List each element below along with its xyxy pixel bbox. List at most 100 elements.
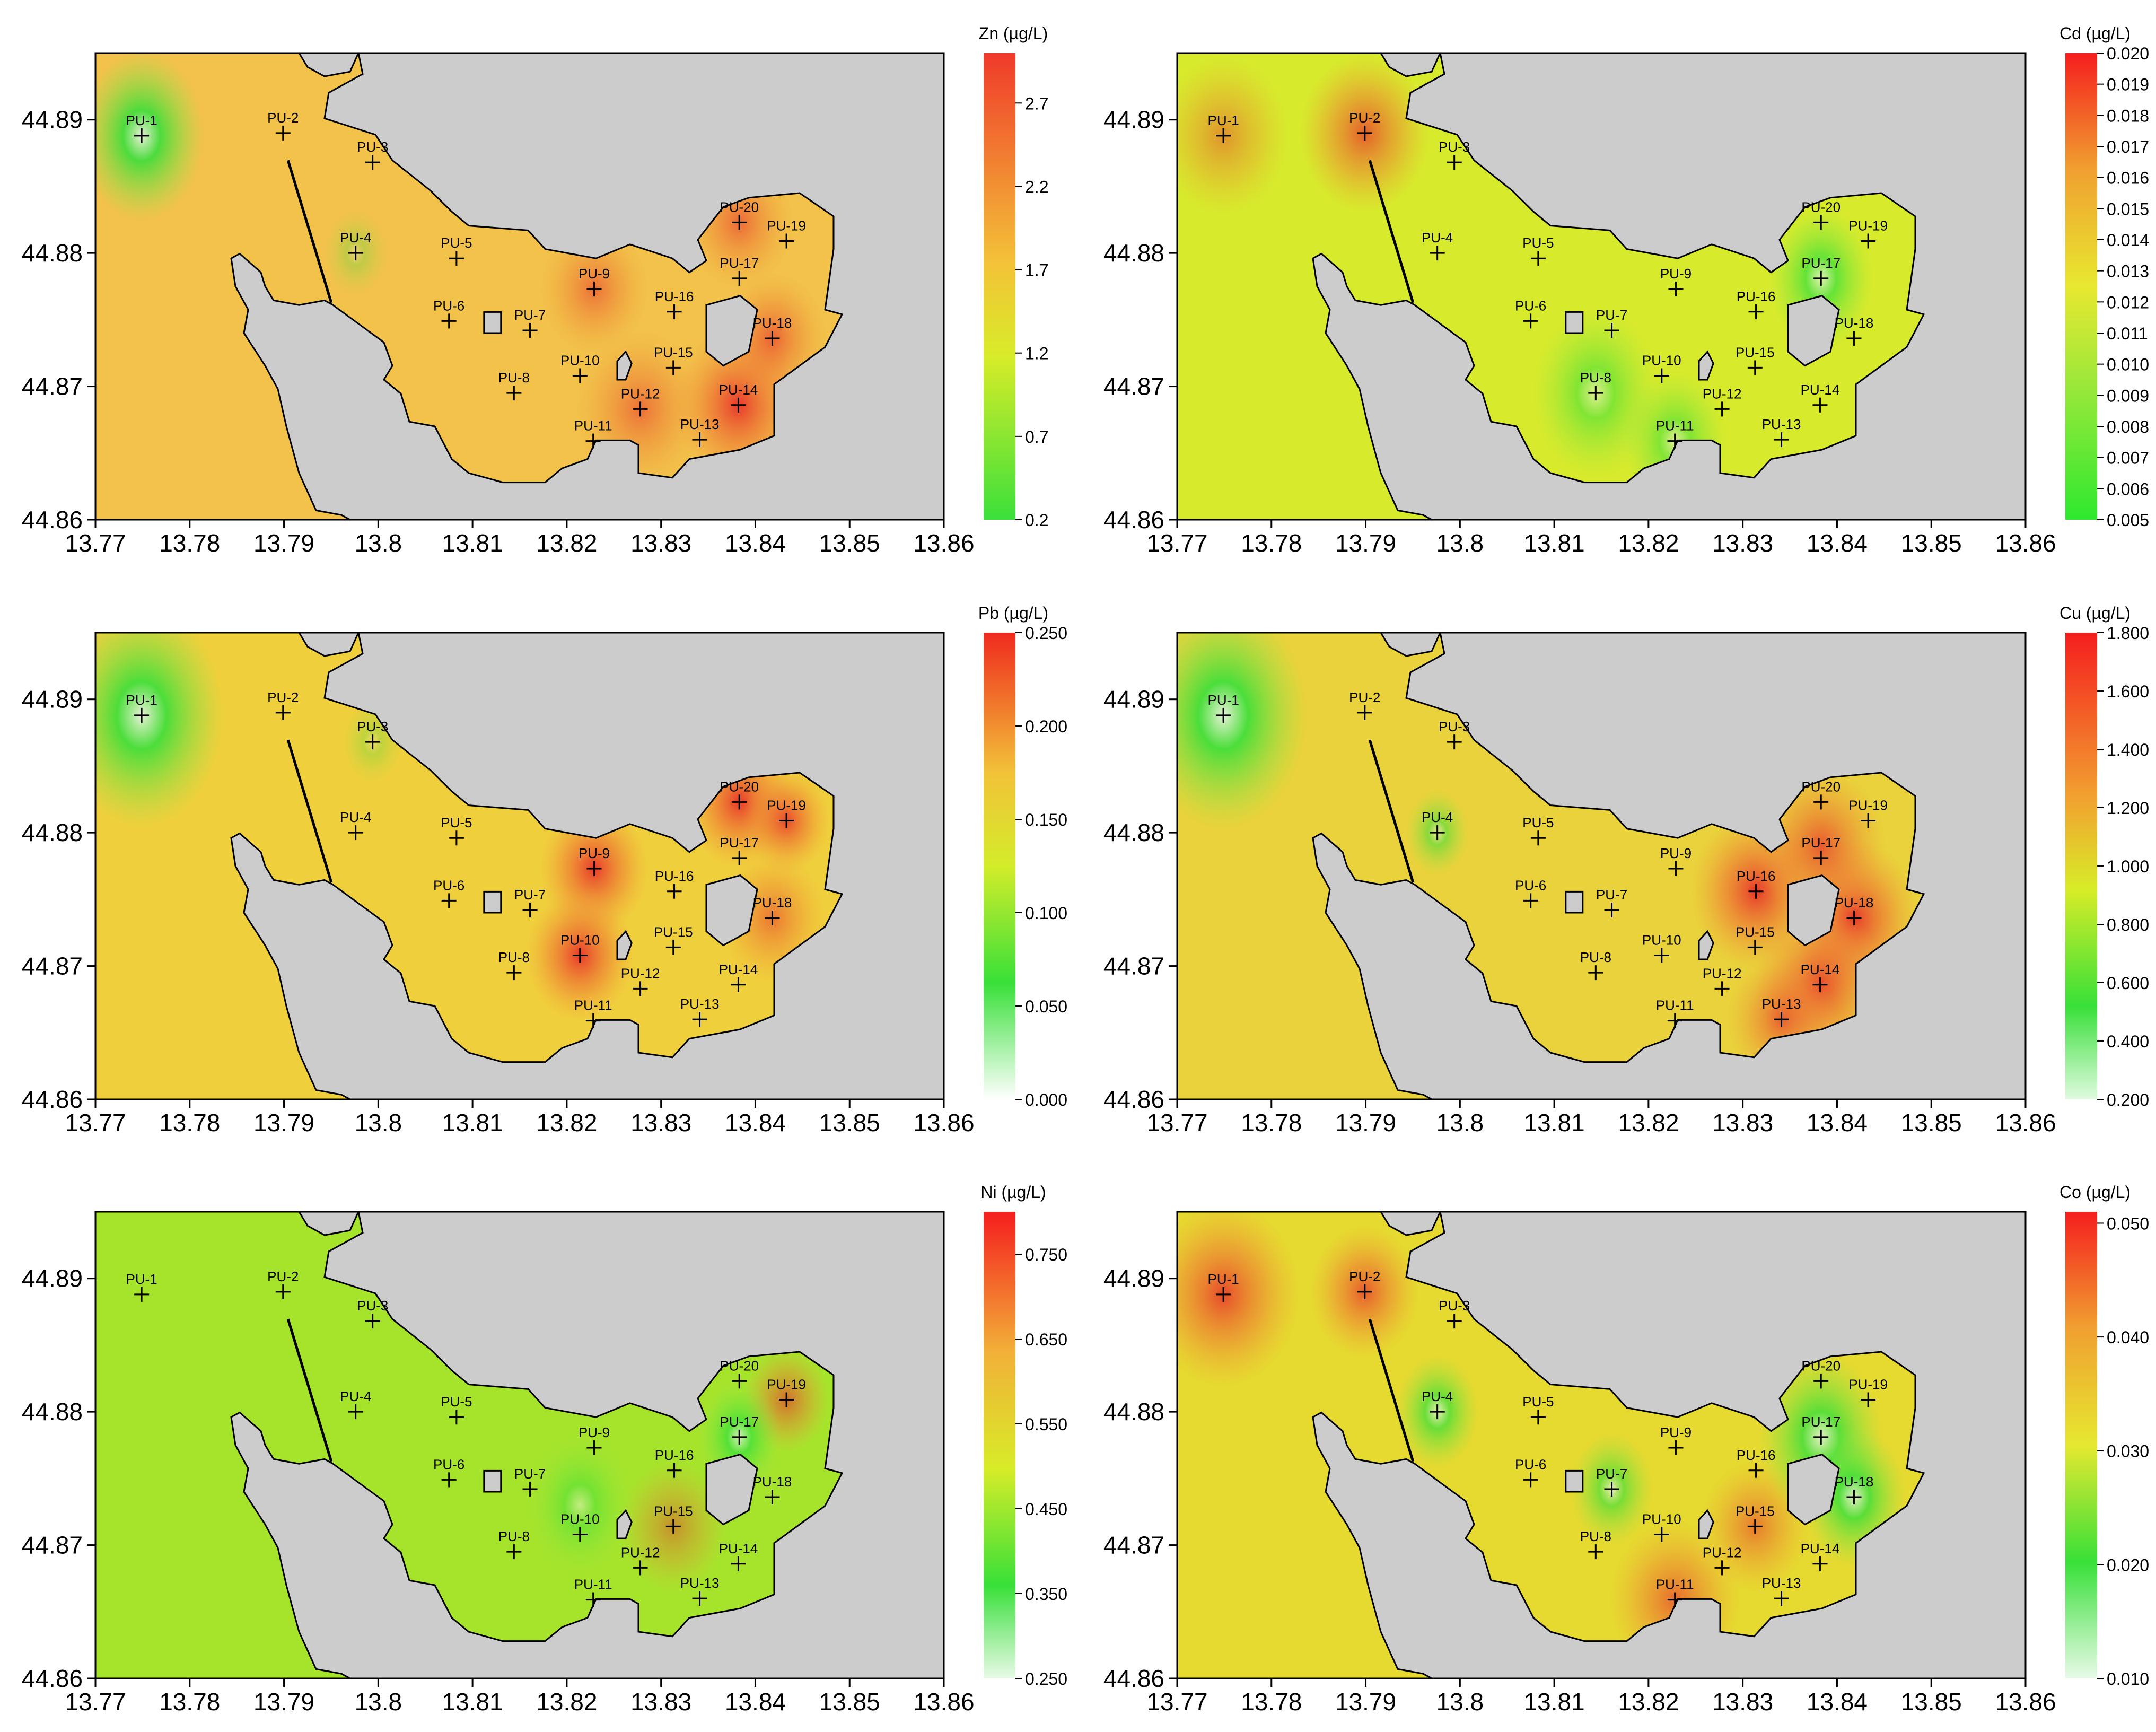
colorbar-tick-label: 0.350 <box>1025 1585 1067 1604</box>
colorbar-tick-label: 0.017 <box>2107 137 2149 156</box>
station-label: PU-8 <box>1580 370 1611 386</box>
x-tick-label: 13.85 <box>819 529 880 557</box>
station-marker <box>1604 1481 1619 1497</box>
breakwater <box>286 739 333 883</box>
station-label: PU-14 <box>1801 382 1840 398</box>
station-label: PU-4 <box>340 230 371 246</box>
x-tick-label: 13.81 <box>442 529 503 557</box>
station-marker <box>1747 940 1763 955</box>
station-label: PU-7 <box>514 307 546 323</box>
y-tick-label: 44.88 <box>1103 1398 1164 1425</box>
y-tick-label: 44.89 <box>1103 686 1164 713</box>
land-island-2 <box>483 890 502 914</box>
colorbar-title: Cd (µg/L) <box>2059 24 2131 43</box>
station-label: PU-9 <box>579 845 610 861</box>
x-tick-label: 13.81 <box>1524 1109 1585 1136</box>
land-mainland <box>1312 1212 2026 1678</box>
colorbar <box>984 633 1015 1099</box>
x-tick-label: 13.82 <box>1618 1109 1679 1136</box>
station-label: PU-19 <box>1848 1377 1888 1393</box>
colorbar-title: Pb (µg/L) <box>978 603 1048 623</box>
station-marker <box>732 1429 747 1445</box>
x-tick-label: 13.82 <box>536 529 597 557</box>
hotspot-2 <box>1177 56 1289 215</box>
station-marker <box>522 902 538 917</box>
x-tick-label: 13.77 <box>65 1688 126 1716</box>
lowspot-2 <box>528 1434 632 1576</box>
station-label: PU-13 <box>680 1575 720 1591</box>
station-label: PU-1 <box>1207 692 1239 708</box>
y-tick-label: 44.88 <box>22 239 83 267</box>
x-tick-label: 13.78 <box>1241 1109 1302 1136</box>
colorbar-tick-label: 0.150 <box>1025 810 1067 829</box>
x-tick-label: 13.84 <box>1807 1688 1868 1716</box>
land-island-3 <box>1787 1453 1840 1526</box>
station-label: PU-16 <box>655 1447 694 1463</box>
station-marker <box>732 850 747 865</box>
station-label: PU-15 <box>1736 1503 1775 1519</box>
colorbar-tick-label: 0.450 <box>1025 1500 1067 1519</box>
station-marker <box>1667 1013 1682 1028</box>
station-label: PU-5 <box>1522 235 1554 251</box>
colorbar <box>2065 1212 2097 1678</box>
station-marker <box>275 1284 291 1299</box>
x-tick-label: 13.79 <box>253 1109 314 1136</box>
colorbar-tick-label: 1.000 <box>2107 857 2149 876</box>
station-label: PU-11 <box>1656 1577 1694 1593</box>
x-tick-label: 13.85 <box>819 1688 880 1716</box>
station-marker <box>1430 1404 1445 1420</box>
land-island-3 <box>705 1453 758 1526</box>
x-tick-label: 13.78 <box>1241 529 1302 557</box>
colorbar-tick-label: 0.550 <box>1025 1415 1067 1434</box>
colorbar-tick-label: 0.7 <box>1025 427 1048 447</box>
station-marker <box>1748 884 1764 899</box>
y-tick-label: 44.88 <box>1103 239 1164 267</box>
x-tick-label: 13.77 <box>1146 1688 1207 1716</box>
station-marker <box>779 813 794 828</box>
x-tick-label: 13.82 <box>536 1688 597 1716</box>
station-marker <box>633 1560 648 1576</box>
station-marker <box>732 1374 747 1389</box>
station-label: PU-14 <box>1801 961 1840 977</box>
y-tick-label: 44.89 <box>22 686 83 713</box>
land-island-2 <box>483 311 502 334</box>
station-marker <box>1668 861 1684 877</box>
station-marker <box>572 1527 588 1542</box>
colorbar-tick-label: 0.800 <box>2107 915 2149 934</box>
station-label: PU-10 <box>1642 352 1681 368</box>
x-tick-label: 13.83 <box>630 1109 691 1136</box>
land-island-4 <box>1698 350 1714 381</box>
station-label: PU-8 <box>1580 949 1611 965</box>
station-marker <box>765 331 780 346</box>
land-island-4 <box>616 1509 633 1539</box>
station-label: PU-19 <box>767 218 806 234</box>
x-tick-label: 13.81 <box>442 1109 503 1136</box>
station-label: PU-1 <box>126 692 157 708</box>
station-marker <box>1813 215 1829 230</box>
station-label: PU-20 <box>720 778 759 794</box>
colorbar-tick-label: 0.015 <box>2107 199 2149 218</box>
station-marker <box>1430 246 1445 261</box>
colorbar-tick-label: 0.010 <box>2107 1669 2149 1689</box>
station-marker <box>1667 433 1682 449</box>
station-marker <box>1357 125 1372 141</box>
x-tick-label: 13.84 <box>725 1109 786 1136</box>
x-tick-label: 13.77 <box>1146 529 1207 557</box>
y-tick-label: 44.89 <box>1103 1265 1164 1292</box>
y-tick-label: 44.87 <box>1103 952 1164 980</box>
station-label: PU-1 <box>1207 112 1239 128</box>
station-marker <box>667 304 682 319</box>
station-marker <box>1523 893 1538 908</box>
station-marker <box>586 861 602 877</box>
station-label: PU-15 <box>654 344 693 360</box>
lowspot-1 <box>95 633 225 829</box>
station-marker <box>441 1472 457 1488</box>
colorbar-tick-label: 1.600 <box>2107 682 2149 701</box>
station-label: PU-5 <box>441 235 472 251</box>
station-label: PU-13 <box>680 996 720 1012</box>
colorbar-tick-label: 0.250 <box>1025 1669 1067 1689</box>
station-label: PU-19 <box>1848 218 1888 234</box>
station-label: PU-2 <box>267 1269 299 1284</box>
colorbar-tick-label: 2.7 <box>1025 94 1048 113</box>
